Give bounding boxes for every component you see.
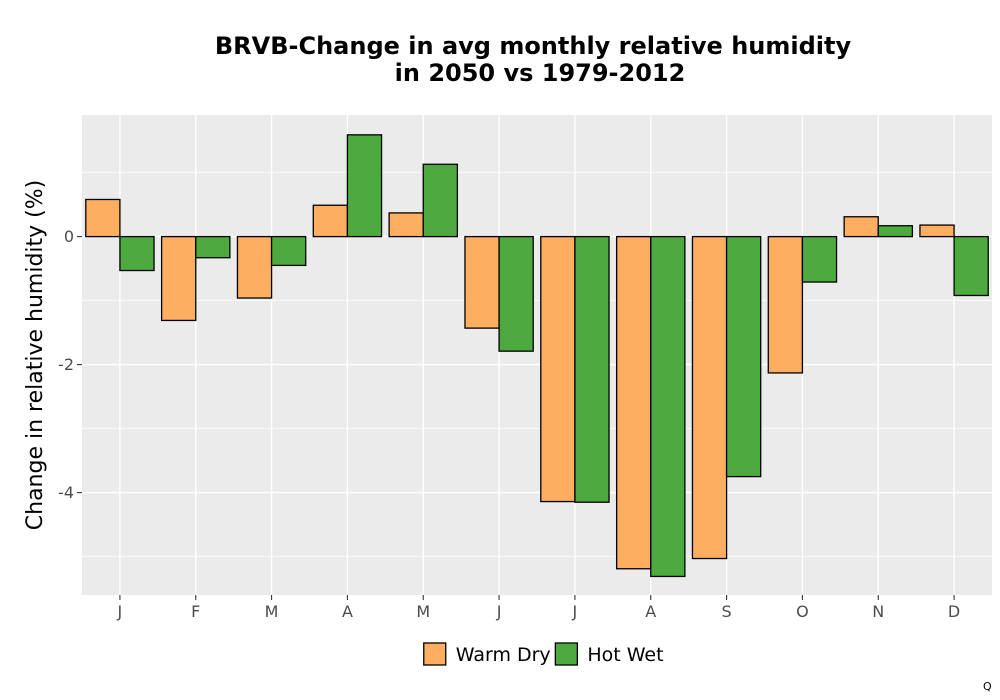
x-tick-label: M [416, 602, 430, 621]
x-tick-label: J [572, 602, 578, 621]
x-tick-label: A [645, 602, 656, 621]
x-tick-label: N [872, 602, 884, 621]
bar-hot-wet-2 [270, 235, 307, 267]
x-tick-label: O [796, 602, 809, 621]
legend: Warm Dry Hot Wet [423, 642, 664, 666]
bar-warm-dry-6 [540, 235, 576, 503]
bar-warm-dry-5 [464, 235, 500, 329]
x-tick-label: J [117, 602, 123, 621]
y-axis-ticks: -4 -2 0 [58, 227, 82, 502]
corner-mark: Q [983, 680, 992, 693]
bar-warm-dry-8 [691, 235, 728, 560]
bar-warm-dry-1 [160, 235, 197, 322]
bar-hot-wet-7 [650, 235, 686, 578]
chart-title-line-2: in 2050 vs 1979-2012 [395, 59, 686, 87]
bar-hot-wet-5 [498, 235, 534, 352]
legend-key-hot-wet [554, 642, 578, 666]
bar-hot-wet-0 [119, 235, 155, 272]
bar-hot-wet-10 [877, 225, 914, 238]
x-tick-label: S [722, 602, 732, 621]
bar-hot-wet-8 [725, 235, 762, 478]
bar-warm-dry-0 [85, 198, 121, 238]
chart-title-line-1: BRVB-Change in avg monthly relative humi… [215, 32, 852, 60]
y-tick-label: 0 [64, 227, 74, 246]
bar-warm-dry-2 [236, 235, 273, 299]
x-tick-label: M [265, 602, 279, 621]
y-tick-label: -4 [58, 483, 74, 502]
minor-gridlines [82, 172, 992, 557]
x-tick-label: F [191, 602, 200, 621]
bar-warm-dry-7 [615, 235, 652, 570]
x-tick-label: J [496, 602, 502, 621]
x-tick-label: D [948, 602, 960, 621]
bar-hot-wet-11 [953, 235, 989, 297]
plot-panel [82, 115, 992, 595]
bars [85, 134, 989, 578]
bar-hot-wet-6 [574, 235, 610, 503]
bar-hot-wet-3 [346, 134, 383, 238]
bar-hot-wet-9 [801, 235, 838, 283]
bar-warm-dry-9 [767, 235, 804, 374]
x-tick-label: A [342, 602, 353, 621]
bar-hot-wet-4 [422, 163, 459, 238]
bar-warm-dry-3 [312, 204, 349, 238]
bar-warm-dry-4 [388, 212, 424, 238]
legend-key-warm-dry [423, 642, 447, 666]
bar-hot-wet-1 [195, 235, 231, 259]
bar-warm-dry-10 [843, 216, 879, 238]
legend-label-hot-wet: Hot Wet [587, 644, 663, 666]
legend-label-warm-dry: Warm Dry [456, 644, 551, 666]
y-tick-label: -2 [58, 355, 74, 374]
y-axis-title: Change in relative humidity (%) [23, 180, 48, 530]
bar-warm-dry-11 [919, 224, 955, 238]
